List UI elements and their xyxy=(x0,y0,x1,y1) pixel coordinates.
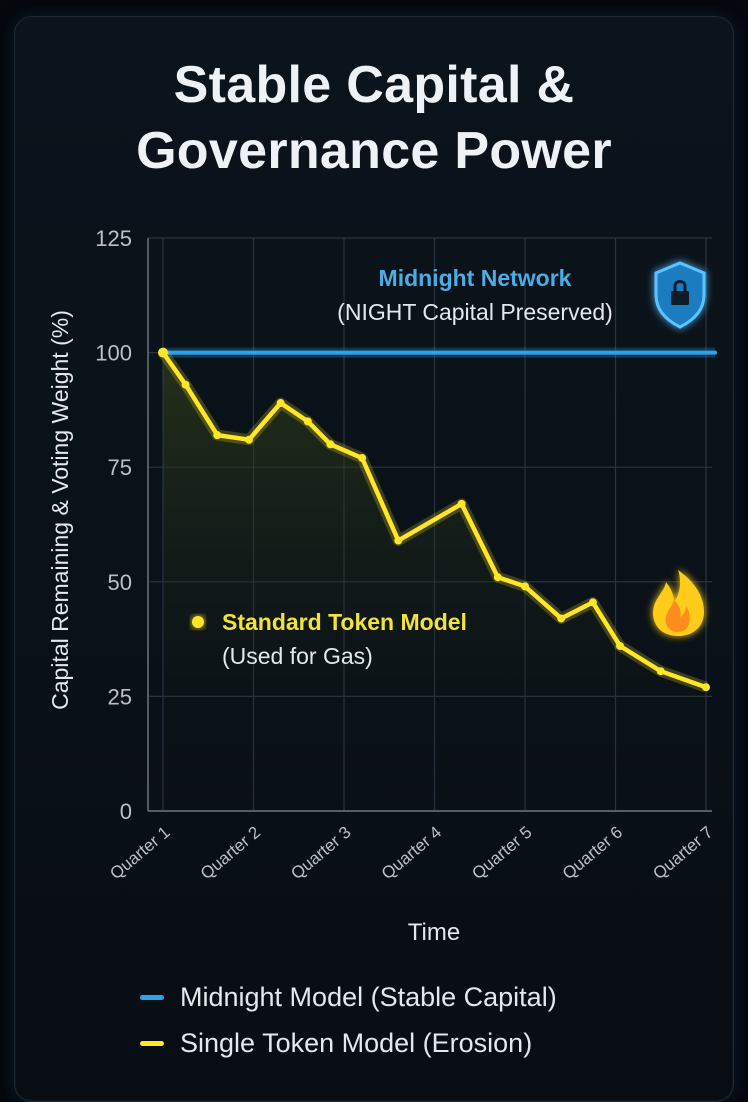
legend-label-single: Single Token Model (Erosion) xyxy=(180,1027,533,1058)
axes xyxy=(147,238,712,812)
legend-item-midnight: Midnight Model (Stable Capital) xyxy=(140,974,557,1020)
standard-token-annotation-subtitle: (Used for Gas) xyxy=(222,643,373,669)
x-tick-label: Quarter 2 xyxy=(197,823,264,884)
legend-swatch-single xyxy=(140,1040,164,1046)
legend-label-midnight: Midnight Model (Stable Capital) xyxy=(180,981,557,1012)
erosion-area-fill xyxy=(163,352,706,811)
erosion-point xyxy=(521,582,529,591)
erosion-point xyxy=(358,454,367,463)
x-tick-label: Quarter 4 xyxy=(378,823,445,884)
y-tick-label: 75 xyxy=(108,455,132,480)
standard-token-annotation-title: Standard Token Model xyxy=(222,609,467,635)
x-tick-label: Quarter 3 xyxy=(287,823,354,884)
erosion-point xyxy=(493,573,502,582)
erosion-point xyxy=(181,380,190,389)
flame-icon xyxy=(653,570,704,636)
x-axis-label: Time xyxy=(408,919,460,946)
y-axis-label: Capital Remaining & Voting Weight (%) xyxy=(47,310,73,710)
erosion-point xyxy=(303,417,312,426)
erosion-point xyxy=(244,435,253,444)
chart-title: Stable Capital & Governance Power xyxy=(136,56,612,180)
erosion-point xyxy=(326,440,335,449)
erosion-point xyxy=(616,641,625,650)
shield-lock-icon xyxy=(654,261,706,329)
erosion-point xyxy=(656,667,665,676)
y-tick-label: 50 xyxy=(108,570,132,595)
erosion-point xyxy=(457,499,466,508)
series-lines xyxy=(158,347,718,693)
y-tick-labels: 0 25 50 75 100 125 xyxy=(95,226,132,824)
start-point xyxy=(158,347,168,358)
y-tick-label: 25 xyxy=(108,684,132,709)
erosion-point xyxy=(213,431,222,440)
y-tick-label: 0 xyxy=(120,799,132,824)
erosion-point xyxy=(588,598,597,607)
erosion-point xyxy=(702,683,710,692)
legend-item-single: Single Token Model (Erosion) xyxy=(140,1020,557,1066)
erosion-point xyxy=(276,399,285,408)
midnight-annotation-subtitle: (NIGHT Capital Preserved) xyxy=(337,299,613,325)
x-tick-label: Quarter 7 xyxy=(649,823,716,884)
erosion-point xyxy=(557,614,566,623)
x-tick-label: Quarter 5 xyxy=(468,823,535,884)
legend: Midnight Model (Stable Capital) Single T… xyxy=(140,974,557,1066)
y-tick-label: 125 xyxy=(95,226,132,251)
erosion-point xyxy=(394,536,403,545)
midnight-annotation-title: Midnight Network xyxy=(379,265,572,291)
y-tick-label: 100 xyxy=(95,341,132,366)
x-tick-label: Quarter 6 xyxy=(559,823,626,884)
legend-swatch-midnight xyxy=(140,994,164,1000)
standard-token-marker xyxy=(192,616,204,628)
x-tick-labels: Quarter 1 Quarter 2 Quarter 3 Quarter 4 Quar… xyxy=(106,823,716,884)
x-tick-label: Quarter 1 xyxy=(106,823,173,884)
